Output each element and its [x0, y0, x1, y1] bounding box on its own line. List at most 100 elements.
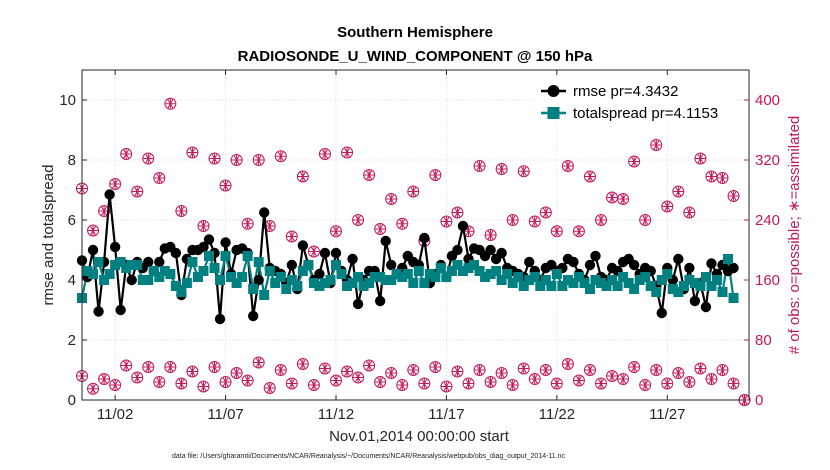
- obs-possible-marker: [473, 364, 486, 376]
- obs-possible-marker: [263, 382, 276, 394]
- legend-spread-label: totalspread pr=4.1153: [573, 105, 718, 122]
- obs-assimilated-marker: [231, 155, 242, 165]
- legend-rmse-label: rmse pr=4.3432: [573, 83, 678, 100]
- totalspread-point: [546, 281, 557, 291]
- obs-possible-marker: [208, 152, 221, 165]
- totalspread-point: [662, 269, 673, 279]
- totalspread-point: [695, 281, 706, 291]
- totalspread-point: [684, 275, 695, 285]
- obs-assimilated-marker: [154, 173, 165, 183]
- obs-assimilated-marker: [651, 140, 662, 150]
- rmse-point: [496, 247, 507, 259]
- totalspread-point: [264, 266, 275, 276]
- totalspread-point: [562, 275, 573, 285]
- y2-tick-label: 80: [755, 332, 772, 349]
- obs-possible-marker: [495, 367, 508, 379]
- obs-possible-marker: [595, 214, 608, 226]
- rmse-point: [706, 258, 717, 269]
- y-tick-label: 8: [68, 152, 76, 169]
- obs-possible-marker: [550, 225, 563, 238]
- chart-subtitle: RADIOSONDE_U_WIND_COMPONENT @ 150 hPa: [238, 48, 593, 65]
- totalspread-point: [330, 260, 341, 270]
- obs-assimilated-marker: [143, 153, 154, 164]
- rmse-point: [524, 256, 535, 268]
- y-tick-label: 6: [68, 212, 76, 229]
- obs-possible-marker: [197, 380, 210, 393]
- obs-assimilated-marker: [397, 218, 408, 229]
- obs-assimilated-marker: [496, 368, 507, 378]
- rmse-point: [590, 250, 601, 262]
- rmse-point: [347, 253, 358, 265]
- obs-possible-marker: [462, 377, 475, 390]
- obs-assimilated-marker: [220, 377, 231, 387]
- totalspread-point: [286, 275, 297, 285]
- obs-assimilated-marker: [540, 365, 551, 375]
- obs-possible-marker: [252, 154, 265, 166]
- totalspread-point: [584, 284, 595, 294]
- obs-assimilated-marker: [242, 218, 253, 229]
- obs-assimilated-marker: [209, 362, 220, 372]
- rmse-point: [203, 234, 215, 245]
- obs-assimilated-marker: [143, 362, 154, 372]
- x-axis-label: Nov.01,2014 00:00:00 start: [329, 428, 510, 445]
- obs-possible-marker: [374, 223, 387, 235]
- obs-possible-marker: [473, 160, 486, 172]
- obs-assimilated-marker: [673, 368, 684, 378]
- obs-possible-marker: [429, 361, 442, 373]
- obs-assimilated-marker: [165, 362, 176, 372]
- obs-possible-marker: [639, 214, 652, 226]
- totalspread-point: [93, 257, 104, 267]
- totalspread-point: [441, 272, 452, 282]
- obs-assimilated-marker: [121, 360, 132, 371]
- totalspread-point: [524, 275, 535, 285]
- obs-possible-marker: [506, 379, 519, 391]
- totalspread-point: [678, 281, 689, 291]
- obs-assimilated-marker: [353, 372, 364, 383]
- totalspread-point: [159, 266, 170, 276]
- totalspread-point: [402, 269, 413, 279]
- totalspread-point: [408, 278, 419, 288]
- obs-assimilated-marker: [342, 147, 353, 158]
- obs-assimilated-marker: [551, 226, 562, 237]
- obs-possible-marker: [606, 370, 619, 382]
- obs-possible-marker: [727, 377, 740, 390]
- totalspread-point: [573, 272, 584, 282]
- totalspread-point: [640, 272, 651, 282]
- obs-possible-marker: [572, 374, 585, 387]
- obs-possible-marker: [164, 97, 177, 110]
- obs-possible-marker: [285, 377, 298, 390]
- totalspread-point: [452, 260, 463, 270]
- rmse-point: [247, 310, 259, 322]
- obs-possible-marker: [661, 377, 674, 390]
- obs-assimilated-marker: [485, 377, 496, 387]
- y2-axis-label: # of obs: o=possible; ∗=assimilated: [786, 116, 803, 355]
- obs-assimilated-marker: [518, 363, 529, 374]
- obs-assimilated-marker: [364, 170, 375, 180]
- obs-possible-marker: [219, 376, 232, 388]
- rmse-point: [93, 306, 104, 317]
- obs-possible-marker: [274, 364, 287, 376]
- y2-tick-label: 240: [755, 212, 780, 229]
- totalspread-point: [507, 278, 518, 288]
- totalspread-point: [143, 275, 154, 285]
- obs-assimilated-marker: [364, 360, 375, 371]
- obs-possible-marker: [131, 185, 144, 198]
- obs-possible-marker: [142, 152, 155, 165]
- totalspread-point: [281, 284, 292, 294]
- obs-assimilated-marker: [728, 191, 739, 201]
- totalspread-point: [557, 281, 568, 291]
- obs-assimilated-marker: [154, 377, 165, 387]
- obs-assimilated-marker: [308, 380, 319, 390]
- totalspread-point: [601, 281, 612, 291]
- totalspread-point: [165, 269, 176, 279]
- obs-assimilated-marker: [165, 98, 176, 109]
- obs-possible-marker: [318, 362, 331, 375]
- totalspread-point: [88, 269, 99, 279]
- obs-assimilated-marker: [330, 226, 341, 237]
- obs-assimilated-marker: [132, 186, 143, 197]
- obs-assimilated-marker: [187, 147, 198, 158]
- rmse-point: [700, 301, 712, 313]
- obs-assimilated-marker: [629, 362, 640, 372]
- obs-assimilated-marker: [507, 380, 518, 390]
